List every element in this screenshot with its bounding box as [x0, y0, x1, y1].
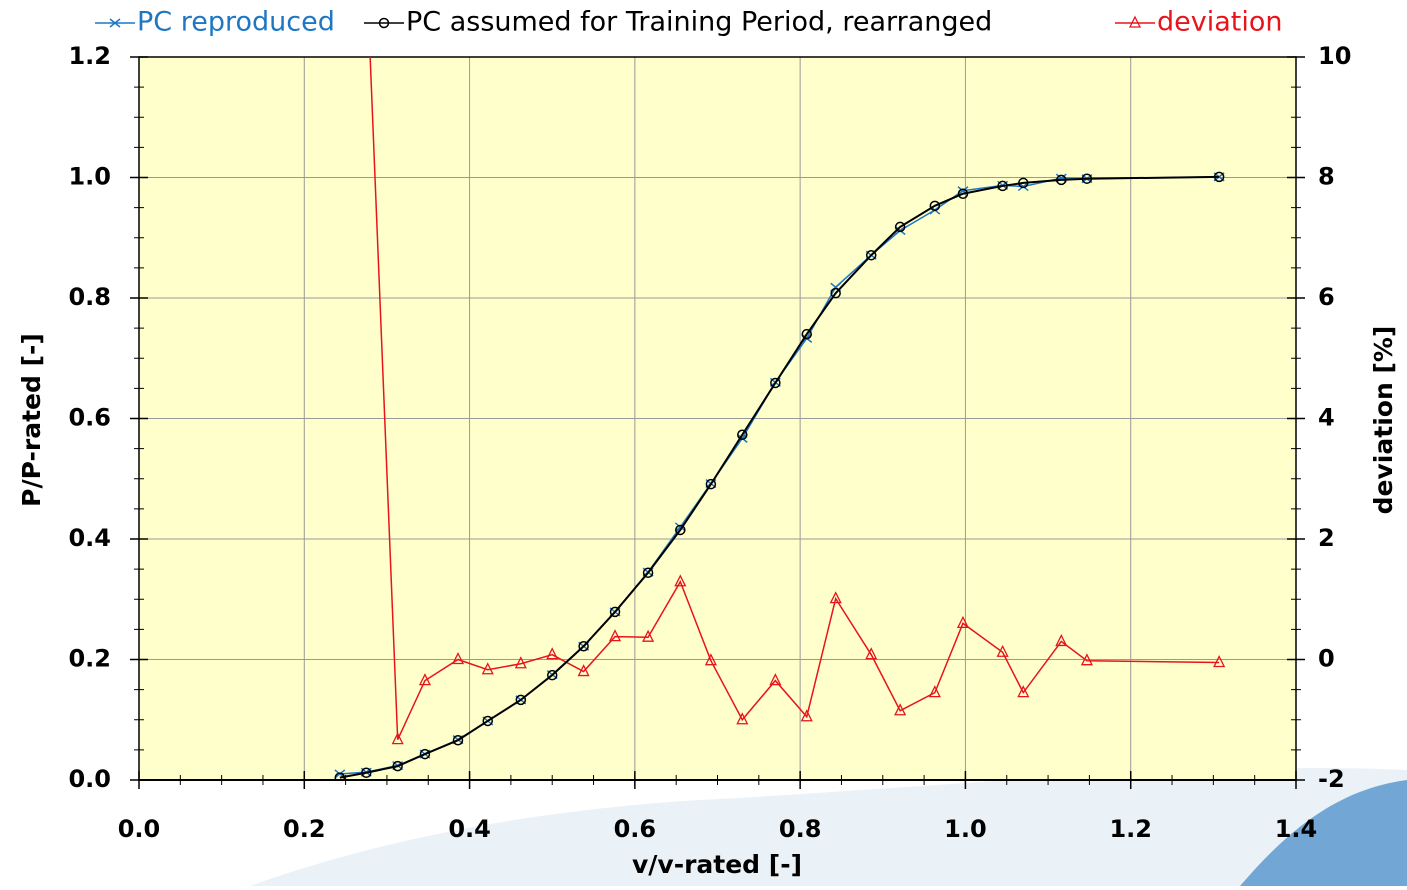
marker: [481, 662, 494, 675]
y-tick-label: 0.8: [68, 283, 111, 311]
y-axis-title: P/P-rated [-]: [17, 333, 46, 507]
marker: [1081, 173, 1093, 184]
y2-tick-label: 4: [1318, 404, 1335, 432]
marker: [515, 694, 527, 706]
marker: [769, 673, 782, 686]
marker: [578, 640, 589, 652]
marker: [894, 221, 906, 233]
legend-marker: [1128, 15, 1142, 28]
y-tick-label: 0.6: [68, 404, 111, 432]
marker: [1055, 633, 1068, 647]
y2-tick-label: -2: [1318, 765, 1345, 793]
x-tick-label: 0.6: [614, 815, 657, 843]
y2-tick-label: 6: [1318, 283, 1335, 311]
marker: [1056, 174, 1067, 186]
marker: [1213, 655, 1226, 668]
legend-marker: [378, 17, 390, 29]
x-tick-label: 1.2: [1109, 815, 1152, 843]
marker: [1017, 685, 1030, 698]
marker: [996, 644, 1009, 657]
marker: [361, 767, 372, 779]
marker: [577, 664, 590, 677]
marker: [642, 567, 654, 578]
y2-tick-label: 10: [1318, 42, 1351, 70]
legend-label: PC reproduced: [137, 7, 335, 38]
marker: [997, 180, 1008, 192]
marker: [514, 656, 527, 669]
marker: [928, 685, 941, 698]
marker: [452, 734, 464, 746]
marker: [865, 647, 878, 660]
marker: [704, 653, 717, 666]
marker: [546, 669, 558, 681]
marker: [800, 709, 813, 722]
marker: [736, 712, 749, 725]
marker: [1213, 171, 1225, 183]
x-tick-label: 0.8: [779, 815, 822, 843]
y-tick-label: 1.2: [68, 42, 111, 70]
decor-swoosh: [250, 767, 1407, 886]
y-tick-label: 0.0: [68, 765, 111, 793]
y2-tick-label: 2: [1318, 524, 1335, 552]
x-tick-label: 0.4: [448, 815, 491, 843]
marker: [801, 328, 813, 340]
marker: [608, 629, 622, 642]
x-tick-label: 1.0: [944, 815, 987, 843]
plot-clip: [334, 57, 1226, 780]
y-tick-label: 1.0: [68, 163, 111, 191]
legend-label: PC assumed for Training Period, rearrang…: [406, 7, 992, 38]
marker: [770, 377, 781, 389]
marker: [642, 629, 655, 642]
marker: [482, 715, 494, 727]
marker: [418, 673, 431, 686]
y2-tick-label: 0: [1318, 645, 1335, 673]
marker: [609, 606, 621, 618]
marker: [391, 732, 404, 745]
decor-swoosh: [1240, 780, 1407, 886]
x-tick-label: 0.2: [283, 815, 326, 843]
marker: [1080, 653, 1093, 666]
y-tick-label: 0.4: [68, 524, 111, 552]
marker: [705, 478, 717, 490]
marker: [675, 524, 686, 536]
y-tick-label: 0.2: [68, 645, 111, 673]
marker: [737, 429, 748, 441]
marker: [829, 591, 842, 604]
series-line: [369, 57, 1220, 740]
marker: [419, 748, 431, 760]
marker: [929, 200, 941, 212]
marker: [830, 287, 841, 299]
x-axis-title: v/v-rated [-]: [632, 850, 802, 879]
marker: [865, 249, 877, 261]
y2-axis-title: deviation [%]: [1369, 326, 1398, 515]
series-line: [339, 175, 1220, 779]
marker: [334, 772, 346, 780]
marker: [451, 652, 465, 665]
x-tick-label: 0.0: [118, 815, 161, 843]
marker: [956, 615, 970, 628]
marker: [957, 188, 969, 200]
x-tick-label: 1.4: [1275, 815, 1318, 843]
marker: [392, 760, 403, 772]
marker: [894, 225, 906, 236]
legend-label: deviation: [1157, 7, 1283, 38]
marker: [1018, 177, 1029, 189]
marker: [894, 703, 907, 716]
marker: [546, 647, 559, 660]
legend-marker: [109, 18, 121, 28]
y2-tick-label: 8: [1318, 163, 1335, 191]
marker: [674, 574, 687, 587]
